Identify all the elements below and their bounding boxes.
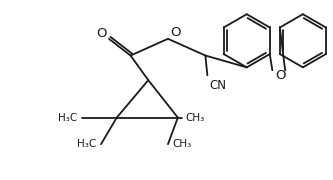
- Text: O: O: [170, 26, 181, 39]
- Text: O: O: [96, 27, 106, 40]
- Text: CH₃: CH₃: [172, 139, 191, 149]
- Text: O: O: [275, 69, 285, 82]
- Text: H₃C: H₃C: [58, 112, 77, 123]
- Text: H₃C: H₃C: [77, 139, 96, 149]
- Text: CH₃: CH₃: [186, 112, 205, 123]
- Text: CN: CN: [209, 79, 226, 92]
